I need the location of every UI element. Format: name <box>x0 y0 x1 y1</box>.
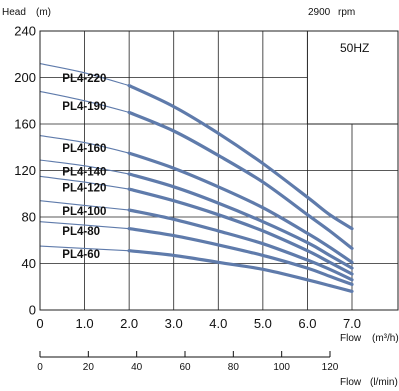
y-axis-label: Head <box>2 7 26 18</box>
y-tick-label: 120 <box>14 163 36 178</box>
series-curve-operating <box>127 249 354 293</box>
x-axis-ticks: 0 1.0 2.0 3.0 4.0 5.0 6.0 7.0 <box>36 316 361 331</box>
x2-tick-label: 60 <box>179 362 191 373</box>
series-curve-full <box>39 90 130 113</box>
y-tick-label: 40 <box>22 256 36 271</box>
y-axis-ticks: 0 40 80 120 160 200 240 <box>14 24 36 318</box>
series-label: PL4-220 <box>62 73 106 85</box>
x-tick-label: 0 <box>36 316 43 331</box>
speed-unit: rpm <box>338 7 355 18</box>
x-tick-label: 3.0 <box>165 316 183 331</box>
series-curve-operating <box>127 187 354 276</box>
series-curve-operating <box>127 172 354 270</box>
operating-range-curves <box>127 84 354 293</box>
y-tick-label: 240 <box>14 24 36 39</box>
x2-axis-label: Flow <box>340 377 362 388</box>
series-labels: PL4-220 PL4-190 PL4-160 PL4-140 PL4-120 PL4-1… <box>62 73 106 261</box>
y-tick-label: 200 <box>14 70 36 85</box>
series-curve-full <box>39 175 130 190</box>
frequency-label: 50HZ <box>340 41 369 55</box>
y-tick-label: 160 <box>14 117 36 132</box>
series-label: PL4-160 <box>62 143 106 155</box>
series-label: PL4-60 <box>62 249 100 261</box>
series-curve-full <box>39 159 130 175</box>
series-curve-operating <box>127 110 354 250</box>
x-tick-label: 5.0 <box>254 316 272 331</box>
y-axis-unit: (m) <box>36 7 51 18</box>
series-curve-operating <box>127 84 354 231</box>
x-axis-unit: (m³/h) <box>372 333 399 344</box>
series-curve-full <box>39 135 130 154</box>
series-curve-operating <box>127 208 354 282</box>
series-curve-full <box>39 63 130 87</box>
series-curve-full <box>39 200 130 211</box>
x-tick-label: 2.0 <box>120 316 138 331</box>
series-label: PL4-100 <box>62 206 106 218</box>
series-curve-full <box>39 221 130 230</box>
frequency-box <box>306 30 399 125</box>
series-label: PL4-140 <box>62 166 106 178</box>
x2-tick-label: 80 <box>228 362 240 373</box>
x2-axis-unit: (l/min) <box>370 377 398 388</box>
speed-label: 2900 <box>308 7 331 18</box>
plot-frame <box>39 30 399 311</box>
x-tick-label: 1.0 <box>76 316 94 331</box>
secondary-x-axis: 0 20 40 60 80 100 120 <box>37 351 339 373</box>
full-range-curves <box>39 63 130 252</box>
series-curve-operating <box>127 151 354 264</box>
x2-tick-label: 100 <box>273 362 290 373</box>
x2-tick-label: 40 <box>131 362 143 373</box>
series-curve-operating <box>127 227 354 286</box>
x-tick-label: 7.0 <box>343 316 361 331</box>
series-label: PL4-80 <box>62 226 100 238</box>
series-label: PL4-120 <box>62 183 106 195</box>
x2-tick-label: 20 <box>83 362 95 373</box>
series-label: PL4-190 <box>62 101 106 113</box>
x-axis-label: Flow <box>340 333 362 344</box>
x-tick-label: 4.0 <box>209 316 227 331</box>
x2-tick-label: 0 <box>37 362 43 373</box>
y-tick-label: 0 <box>29 303 36 318</box>
series-curve-full <box>39 245 130 252</box>
x2-tick-label: 120 <box>322 362 339 373</box>
x-tick-label: 6.0 <box>298 316 316 331</box>
y-tick-label: 80 <box>22 210 36 225</box>
